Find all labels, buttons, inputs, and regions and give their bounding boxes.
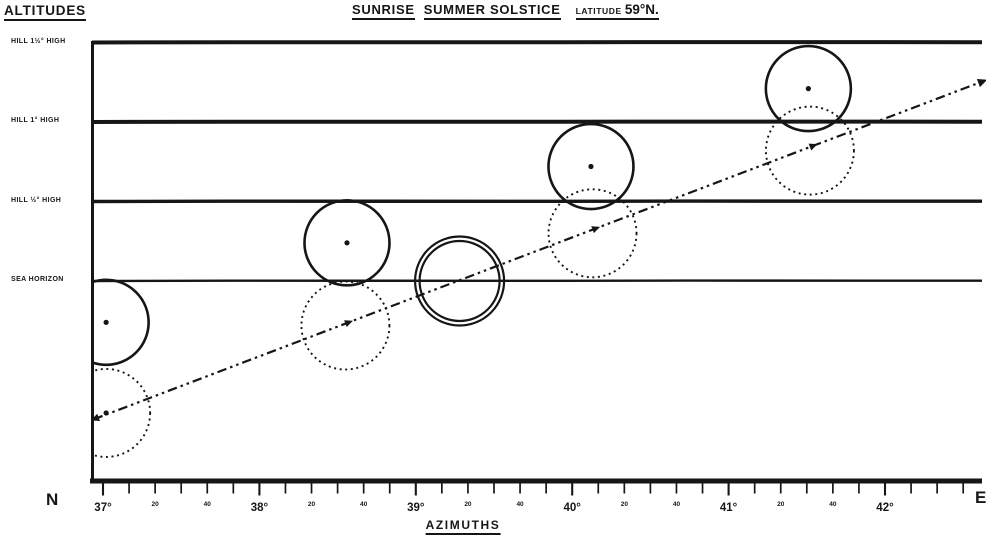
title-summer-solstice: SUMMER SOLSTICE <box>423 2 561 20</box>
title-latitude-word: LATITUDE <box>575 6 622 16</box>
title-sunrise: SUNRISE <box>352 2 415 20</box>
altitude-line-1 <box>91 119 983 125</box>
compass-north-label: N <box>46 490 59 509</box>
altitude-line-3 <box>91 279 983 283</box>
sun-true-position-circle <box>764 105 855 196</box>
sun-path-mid-arrow <box>344 320 353 328</box>
minute-tick-label: 40 <box>204 501 212 508</box>
sun-path-line <box>93 81 981 421</box>
altitude-line-2 <box>91 199 983 204</box>
sun-true-position-circle <box>92 368 152 458</box>
altitudes-axis-title: ALTITUDES <box>4 3 86 21</box>
azimuths-axis-title: AZIMUTHS <box>425 518 501 535</box>
page-title: SUNRISE SUMMER SOLSTICE LATITUDE 59°N. <box>352 2 659 20</box>
minute-tick-label: 20 <box>621 501 629 508</box>
sun-true-position-circle <box>547 188 638 279</box>
sun-center-dot <box>344 240 350 246</box>
minute-tick-label: 20 <box>152 501 160 508</box>
title-latitude: LATITUDE 59°N. <box>575 2 659 20</box>
sun-bisected-inner-circle <box>418 239 501 323</box>
minute-tick-label: 20 <box>777 501 785 508</box>
sun-path-start-arrow <box>92 413 100 422</box>
plot-area <box>92 44 986 458</box>
sun-bisected-outer-circle <box>413 235 506 327</box>
minute-tick-label: 40 <box>516 501 524 508</box>
title-latitude-value: 59°N. <box>624 2 659 17</box>
sun-path-mid-arrow <box>808 143 818 151</box>
sun-path-mid-arrow <box>591 226 601 234</box>
degree-tick-label: 37° <box>94 502 112 514</box>
degree-tick-label: 40° <box>564 502 582 514</box>
sun-apparent-circle <box>303 199 391 287</box>
degree-tick-label: 39° <box>407 502 425 514</box>
minute-tick-label: 40 <box>360 501 368 508</box>
minute-tick-label: 40 <box>829 501 837 508</box>
degree-tick-label: 41° <box>720 502 738 514</box>
sun-apparent-circle <box>764 44 853 133</box>
compass-east-label: E <box>975 488 987 507</box>
sun-apparent-circle <box>92 278 150 367</box>
sun-center-dot <box>805 86 811 92</box>
sun-true-position-circle <box>300 280 391 371</box>
altitude-line-0 <box>91 40 983 45</box>
sun-center-dot <box>588 163 594 170</box>
sun-apparent-circle <box>547 122 635 211</box>
minute-tick-label: 20 <box>464 501 472 508</box>
minute-tick-label: 20 <box>308 501 316 508</box>
minute-tick-label: 40 <box>673 501 681 508</box>
sun-center-dot <box>103 319 109 325</box>
degree-tick-label: 42° <box>876 502 894 514</box>
sun-path-end-arrow <box>976 79 986 88</box>
degree-tick-label: 38° <box>251 502 269 514</box>
